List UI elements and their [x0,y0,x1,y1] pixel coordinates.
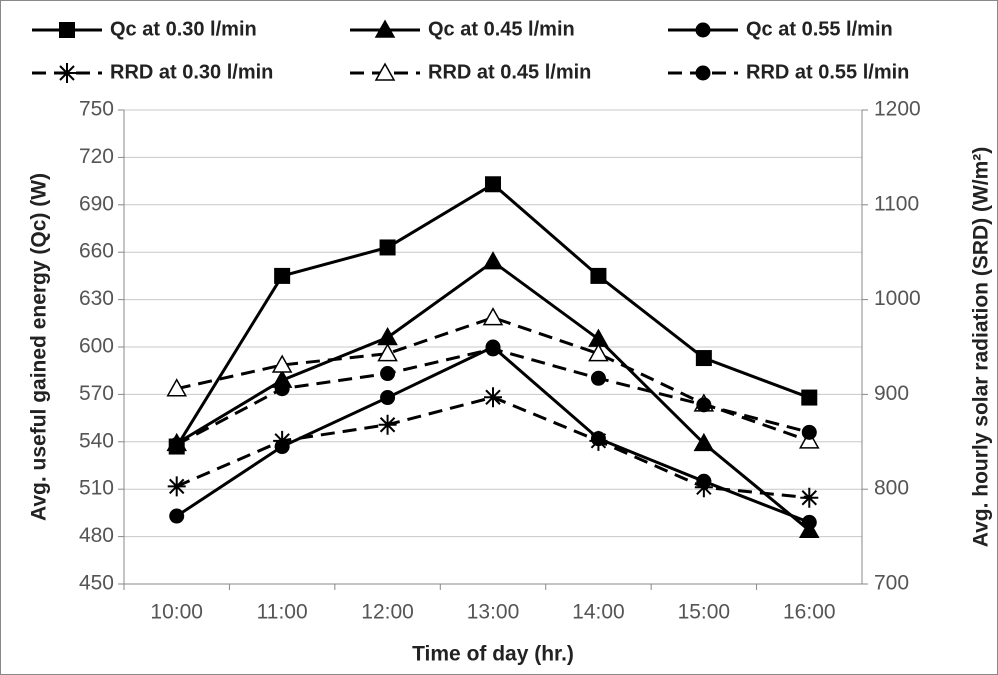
series-line [176,316,810,443]
y-tick-label: 690 [79,192,114,215]
data-point [695,350,712,367]
y-tick-label: 600 [79,335,114,358]
series-line [175,345,810,524]
data-point [169,508,185,524]
data-point [801,514,817,530]
legend-marker [58,63,76,83]
y2-tick-label: 1200 [874,98,921,121]
data-point [274,381,290,397]
x-axis-title: Time of day (hr.) [412,643,574,666]
legend-label: Qc at 0.45 l/min [428,18,575,40]
x-tick-label: 10:00 [150,601,203,624]
data-point [801,389,818,406]
data-point [485,341,501,357]
data-point [380,390,396,406]
data-point [801,424,817,440]
data-point [380,366,396,382]
data-point [377,326,398,346]
legend-marker [59,22,75,38]
y-tick-label: 540 [79,429,114,452]
y2-tick-label: 1000 [874,287,921,310]
legend-label: RRD at 0.45 l/min [428,61,591,83]
data-point [693,432,715,452]
data-point [166,378,187,397]
legend-label: RRD at 0.55 l/min [746,61,909,83]
data-point [485,176,501,193]
data-point [694,477,713,498]
y-tick-label: 720 [79,145,114,168]
x-tick-label: 13:00 [467,601,520,624]
legend-label: RRD at 0.30 l/min [110,61,273,83]
x-tick-label: 16:00 [783,601,836,624]
legend-marker [374,62,396,81]
y-tick-label: 570 [79,382,114,405]
data-point [273,430,292,451]
data-point [274,267,291,284]
y-tick-label: 630 [79,287,114,310]
x-tick-label: 12:00 [361,601,414,624]
data-point [799,430,820,449]
data-point [590,370,606,386]
data-point [588,343,609,362]
y-tick-label: 450 [79,572,114,595]
data-point [482,251,504,270]
y2-tick-label: 900 [874,382,909,405]
y-tick-label: 510 [79,477,114,500]
data-point [169,437,185,453]
y-tick-label: 660 [79,240,114,263]
data-point [800,487,819,508]
data-point [484,387,502,408]
y-axis-title: Avg. useful gained energy (Qc) (W) [28,173,51,521]
x-tick-label: 15:00 [678,601,731,624]
data-point [379,239,396,256]
data-point [378,414,397,435]
x-tick-label: 14:00 [572,601,625,624]
data-point [377,343,398,362]
data-point [482,307,504,326]
legend-marker [695,22,711,38]
legend-marker [695,65,711,81]
data-point [271,354,293,373]
y2-tick-label: 700 [874,572,909,595]
data-point [589,430,608,451]
legend-label: Qc at 0.30 l/min [110,18,257,40]
data-point [590,267,607,284]
data-point [696,397,712,413]
legend-marker [374,19,396,38]
y2-axis-title: Avg. hourly solar radiation (SRD) (W/m²) [970,147,993,548]
y2-tick-label: 1100 [874,192,919,215]
legend-label: Qc at 0.55 l/min [746,18,893,40]
data-point [167,476,186,497]
y-tick-label: 480 [79,524,114,547]
series-line [176,395,810,500]
x-tick-label: 11:00 [257,601,308,624]
y-tick-label: 750 [79,98,114,121]
y2-tick-label: 800 [874,477,909,500]
